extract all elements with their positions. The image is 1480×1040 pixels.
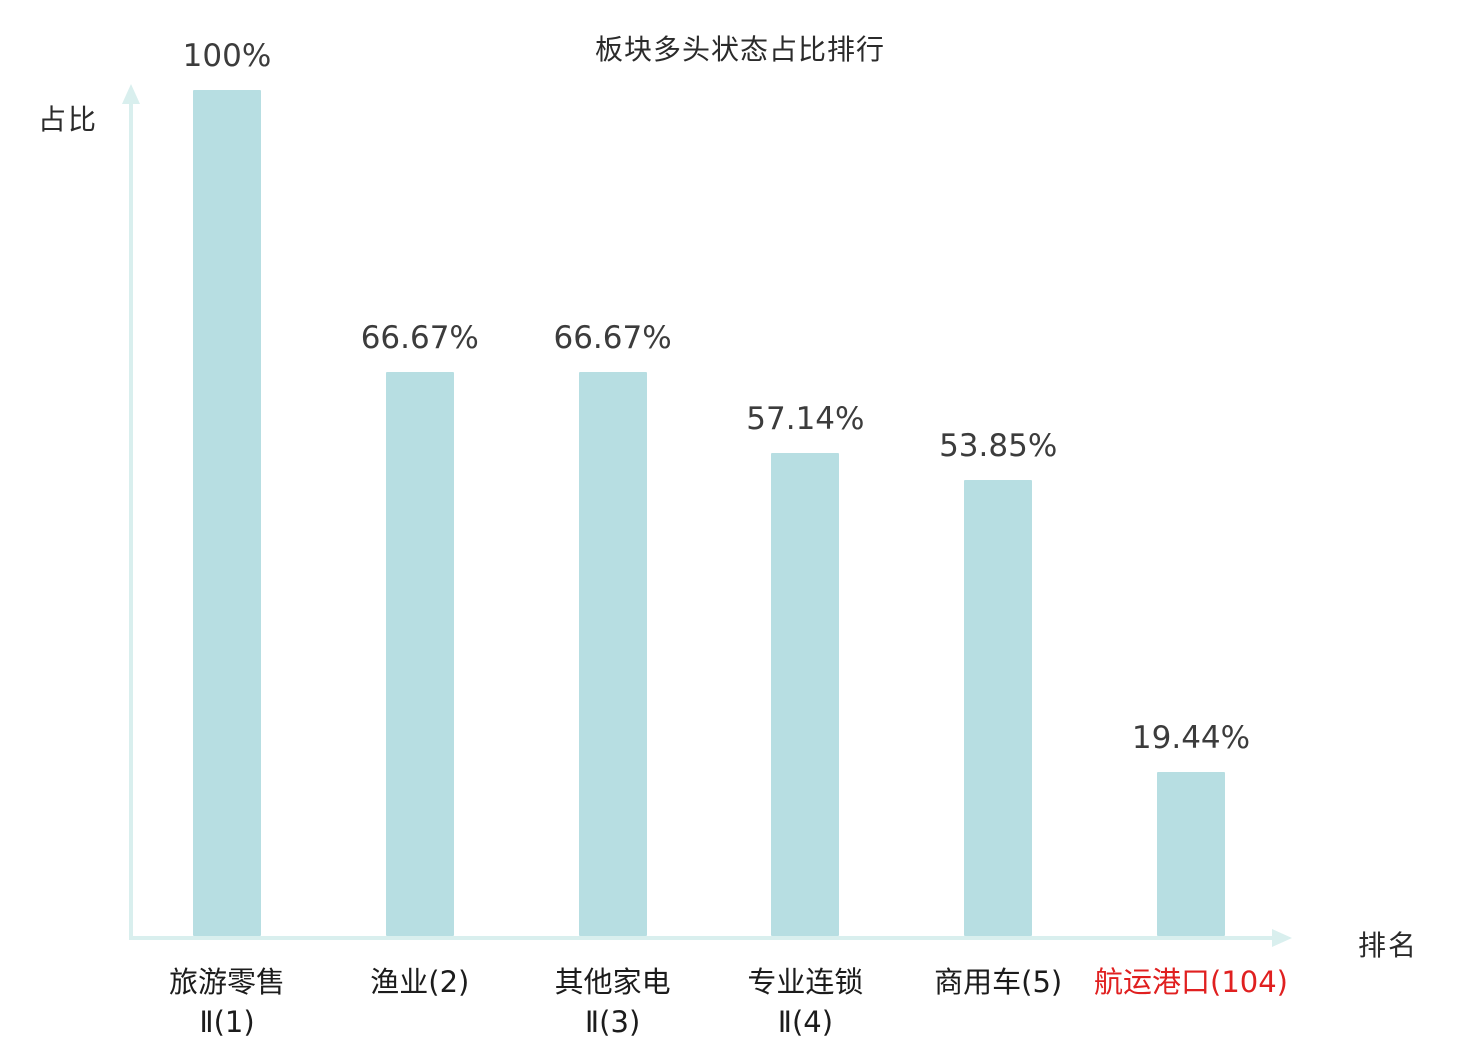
bar bbox=[964, 480, 1033, 936]
x-axis-arrow-icon bbox=[1272, 929, 1292, 947]
bar bbox=[385, 371, 454, 936]
x-axis-label: 排名 bbox=[1358, 929, 1419, 962]
bar-category-label: 专业连锁 Ⅱ(4) bbox=[645, 962, 965, 1040]
chart-title: 板块多头状态占比排行 bbox=[594, 33, 885, 66]
bar-value-label: 66.67% bbox=[553, 319, 672, 356]
bar-category-label: 商用车(5) bbox=[838, 962, 1158, 1002]
bar-category-label-line: 专业连锁 bbox=[747, 965, 864, 999]
bar-value-label: 53.85% bbox=[939, 428, 1058, 465]
bar-value-label: 66.67% bbox=[360, 319, 479, 356]
bar bbox=[1157, 771, 1225, 936]
bar-category-label-line: 航运港口(104) bbox=[1094, 965, 1288, 999]
bar-category-label-line: Ⅱ(4) bbox=[777, 1005, 834, 1039]
bar-category-label-line: 其他家电 bbox=[554, 965, 671, 999]
y-axis-arrow-icon bbox=[122, 84, 140, 104]
bar-category-label-line: 旅游零售 bbox=[168, 965, 285, 999]
bar-value-label: 100% bbox=[182, 38, 272, 74]
bar bbox=[193, 90, 261, 936]
bar-category-label-line: Ⅱ(1) bbox=[199, 1005, 255, 1039]
bar bbox=[771, 452, 840, 936]
bar-category-label-line: Ⅱ(3) bbox=[584, 1005, 641, 1039]
bar-category-label: 渔业(2) bbox=[260, 962, 580, 1002]
bar-category-label-line: 渔业(2) bbox=[370, 965, 470, 999]
bar-category-label: 其他家电 Ⅱ(3) bbox=[453, 962, 773, 1040]
bar bbox=[578, 371, 647, 936]
bar-category-label: 旅游零售 Ⅱ(1) bbox=[67, 962, 387, 1040]
bar-category-label-line: 商用车(5) bbox=[934, 965, 1063, 999]
bar-value-label: 19.44% bbox=[1131, 719, 1251, 756]
bar-category-label: 航运港口(104) bbox=[1031, 962, 1351, 1002]
bar-value-label: 57.14% bbox=[746, 400, 865, 437]
y-axis-label: 占比 bbox=[38, 103, 99, 136]
